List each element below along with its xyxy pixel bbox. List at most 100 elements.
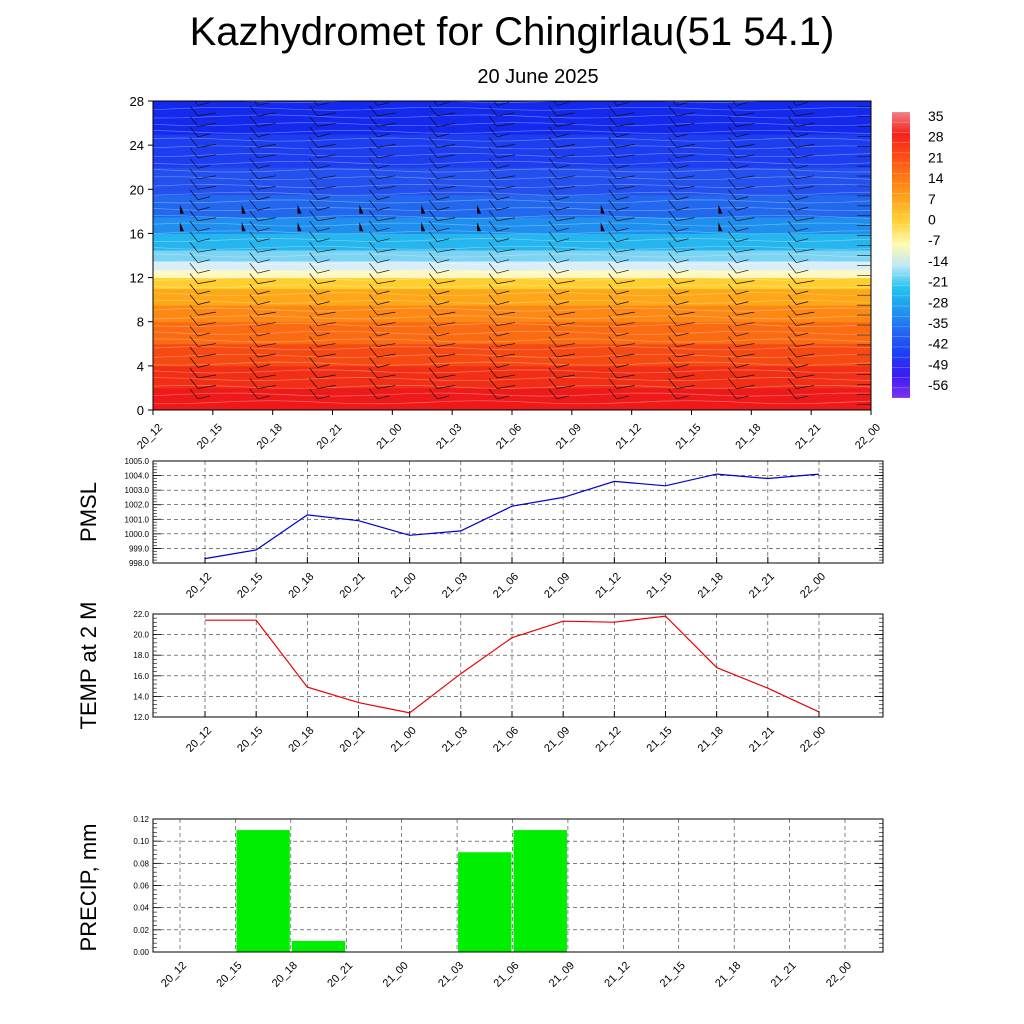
wind-barb	[253, 101, 270, 106]
wind-barb	[189, 116, 216, 127]
wind-barb	[548, 231, 570, 243]
x-tick-label: 20_18	[286, 725, 316, 755]
wind-barb	[309, 315, 336, 326]
wind-barb	[249, 168, 276, 180]
wind-barb	[608, 294, 629, 305]
contour-line	[153, 284, 871, 289]
y-tick-label: 999.0	[129, 544, 150, 553]
x-tick-label: 21_18	[733, 422, 763, 452]
wind-barb	[548, 367, 575, 379]
wind-barb	[787, 210, 815, 222]
wind-barb	[249, 231, 270, 243]
wind-barb	[488, 105, 516, 117]
wind-barb	[608, 221, 629, 232]
wind-barb	[787, 336, 815, 347]
wind-barb	[249, 378, 276, 389]
wind-barb	[488, 168, 516, 180]
colorbar-label: -35	[928, 315, 948, 331]
wind-barb	[428, 147, 456, 159]
wind-barb	[249, 105, 276, 117]
wind-barb	[189, 137, 216, 148]
contour-line	[153, 377, 871, 381]
y-tick-label: 1004.0	[125, 472, 150, 481]
y-tick-label: 0.10	[133, 837, 149, 846]
temperature-heatmap-panel: 0 4 8 12 16 20 24 28 20_12 20_15 20_18 20_21 21_00 21…	[130, 94, 884, 452]
wind-barb	[428, 378, 456, 389]
wind-barb	[373, 101, 390, 106]
wind-barb	[668, 126, 689, 138]
wind-barb	[488, 388, 510, 400]
x-tick-label: 20_21	[338, 571, 368, 601]
wind-barb	[552, 101, 570, 106]
x-tick-label: 21_12	[593, 571, 623, 601]
wind-pennant	[421, 204, 426, 214]
wind-barb	[548, 168, 575, 180]
colorbar-label: -28	[928, 294, 948, 310]
wind-barb	[548, 158, 570, 169]
wind-barb	[787, 147, 815, 159]
wind-barb	[369, 325, 390, 337]
wind-barb	[309, 200, 330, 211]
x-tick-label: 20_21	[325, 960, 355, 990]
wind-barb	[548, 336, 575, 347]
y-tick-label: 1002.0	[125, 501, 150, 510]
contour-line	[153, 176, 871, 181]
wind-barb	[189, 346, 216, 358]
wind-barb	[548, 315, 575, 326]
wind-barb	[608, 158, 629, 169]
wind-barb	[189, 200, 211, 211]
x-tick-label: 21_21	[747, 571, 777, 601]
colorbar-label: 21	[928, 149, 944, 165]
wind-barb	[668, 179, 695, 190]
wind-barb	[309, 388, 330, 400]
wind-barb	[249, 221, 270, 232]
colorbar-label: -42	[928, 336, 948, 352]
wind-barb	[249, 210, 276, 222]
wind-barb	[787, 221, 809, 232]
wind-pennant	[477, 204, 482, 214]
wind-barb	[728, 231, 749, 243]
wind-barb	[488, 273, 516, 284]
wind-barb	[608, 147, 635, 159]
heatmap-band	[153, 288, 871, 306]
y-tick-label: 0.06	[133, 882, 149, 891]
wind-barb	[309, 367, 336, 379]
x-tick-label: 21_00	[374, 422, 404, 452]
contour-line	[153, 307, 871, 312]
wind-barb	[189, 283, 211, 295]
heatmap-plot-area	[153, 101, 871, 410]
wind-barb	[189, 105, 216, 117]
wind-pennant	[241, 222, 246, 232]
wind-barb	[249, 357, 270, 368]
wind-barb	[309, 105, 336, 117]
wind-barb	[608, 137, 635, 148]
wind-barb	[249, 367, 276, 379]
wind-barb	[548, 273, 575, 284]
wind-barb	[787, 283, 809, 295]
x-tick-label: 21_00	[381, 960, 411, 990]
y-tick-label: 0.02	[133, 926, 149, 935]
contour-line	[153, 230, 871, 235]
wind-barb	[369, 116, 396, 127]
wind-barb	[428, 168, 456, 180]
contour-line	[153, 276, 871, 281]
wind-barb	[249, 346, 276, 358]
wind-barb	[608, 210, 635, 222]
wind-barb	[488, 179, 516, 190]
contour-line	[153, 130, 871, 134]
wind-barb	[428, 200, 450, 211]
contour-line	[153, 153, 871, 158]
contour-line	[153, 361, 871, 366]
wind-barb	[428, 325, 450, 337]
wind-barb	[668, 158, 689, 169]
y-tick-label: 20	[130, 182, 144, 197]
y-axis-label: TEMP at 2 M	[76, 602, 101, 730]
wind-barb	[728, 367, 755, 379]
wind-barb	[728, 147, 755, 159]
wind-barb	[249, 315, 276, 326]
contour-line	[153, 338, 871, 343]
wind-barb	[428, 315, 456, 326]
contour-line	[153, 384, 871, 389]
wind-barb	[668, 262, 689, 274]
wind-barb	[189, 273, 216, 284]
